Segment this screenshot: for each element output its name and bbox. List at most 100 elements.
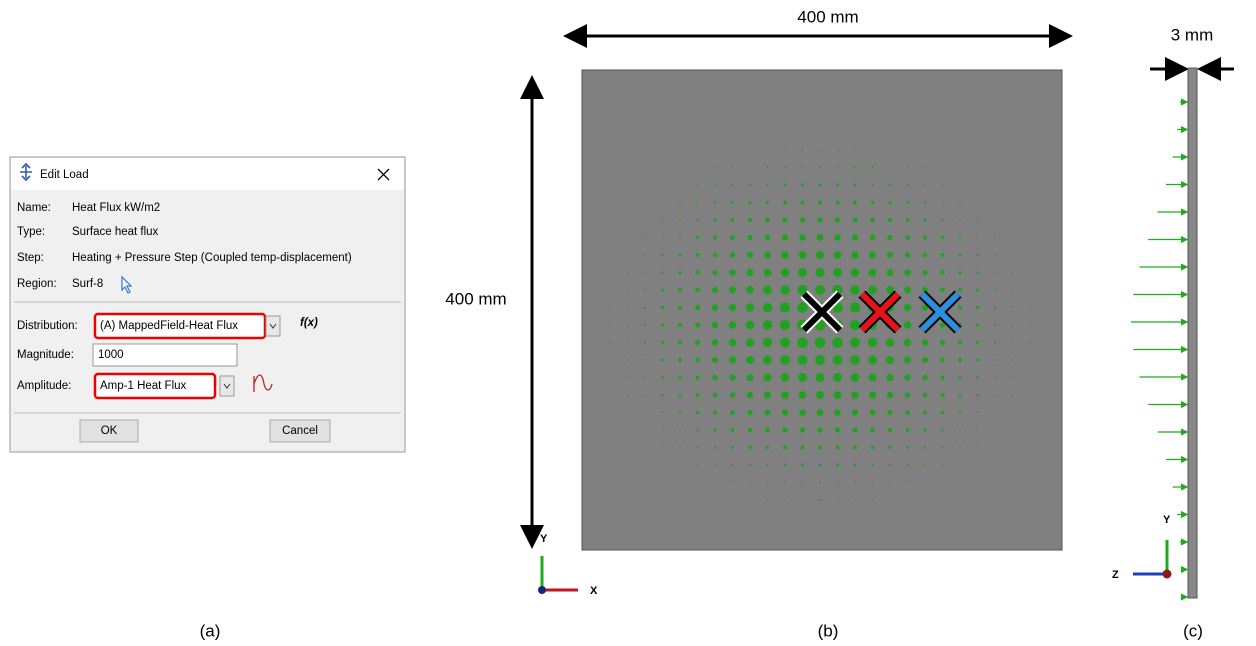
heat-flux-point	[889, 184, 891, 186]
distribution-value: (A) MappedField-Heat Flux	[100, 320, 238, 332]
heat-flux-point	[712, 339, 718, 345]
heat-flux-point	[697, 447, 699, 449]
heat-flux-point	[801, 166, 803, 168]
heat-flux-point	[731, 201, 734, 204]
heat-flux-point	[853, 446, 857, 450]
dropdown-arrow[interactable]	[266, 316, 280, 336]
heat-flux-point	[819, 166, 821, 168]
heat-flux-point	[906, 464, 908, 466]
heat-flux-point	[797, 302, 808, 313]
heat-flux-point	[868, 373, 876, 381]
heat-flux-point	[746, 356, 754, 364]
heat-flux-point	[941, 429, 944, 432]
heat-flux-point	[942, 464, 943, 465]
heat-flux-point	[802, 499, 803, 500]
field-label: Magnitude:	[17, 349, 74, 361]
heat-flux-point	[836, 183, 839, 186]
heat-flux-point	[748, 428, 752, 432]
heat-flux-point	[1012, 394, 1013, 395]
heat-flux-point	[834, 251, 842, 259]
heat-flux-point	[780, 337, 790, 347]
heat-flux-point	[977, 202, 978, 203]
field-label: Step:	[17, 252, 44, 264]
heat-flux-point	[679, 236, 682, 239]
dropdown-arrow[interactable]	[220, 376, 234, 396]
heat-flux-point	[801, 463, 804, 466]
heat-flux-point	[714, 201, 716, 203]
heat-flux-point	[851, 251, 859, 259]
heat-flux-point	[959, 411, 962, 414]
heat-flux-point	[763, 268, 771, 276]
heat-flux-point	[904, 304, 911, 311]
heat-flux-point	[713, 218, 716, 221]
heat-flux-point	[729, 339, 736, 346]
heat-flux-point	[712, 357, 718, 363]
heat-flux-point	[887, 235, 892, 240]
heat-flux-point	[695, 358, 700, 363]
heat-flux-point	[627, 324, 629, 326]
heat-flux-point	[815, 268, 824, 277]
fx-button[interactable]: f(x)	[300, 317, 318, 329]
heat-flux-point	[696, 236, 699, 239]
heat-flux-point	[924, 184, 926, 186]
heat-flux-point	[747, 252, 753, 258]
heat-flux-point	[1012, 377, 1014, 379]
heat-flux-point	[850, 302, 860, 312]
edit-load-dialog: Edit Load Name: Heat Flux kW/m2 Type: Su…	[10, 157, 405, 452]
heat-flux-point	[868, 338, 877, 347]
heat-flux-point	[799, 409, 806, 416]
heat-flux-point	[869, 392, 876, 399]
heat-flux-point	[851, 373, 860, 382]
heat-flux-point	[644, 341, 646, 343]
heat-flux-point	[851, 268, 860, 277]
heat-flux-point	[819, 149, 820, 150]
axis-label: Z	[1112, 569, 1119, 581]
heat-flux-point	[924, 167, 925, 168]
heat-flux-point	[782, 409, 788, 415]
heat-flux-point	[781, 391, 789, 399]
heat-flux-point	[872, 167, 874, 169]
heat-flux-point	[627, 377, 629, 379]
field-value: Heat Flux kW/m2	[72, 202, 160, 214]
heat-flux-point	[837, 149, 838, 150]
heat-flux-point	[781, 373, 790, 382]
heat-flux-point	[767, 499, 768, 500]
heat-flux-point	[661, 306, 664, 309]
heat-flux-point	[783, 446, 787, 450]
heat-flux-point	[784, 464, 787, 467]
heat-flux-point	[800, 445, 804, 449]
heat-flux-point	[763, 338, 772, 347]
heat-flux-point	[749, 464, 751, 466]
heat-flux-point	[941, 253, 945, 257]
heat-flux-point	[748, 218, 752, 222]
heat-flux-point	[662, 219, 664, 221]
heat-flux-point	[904, 374, 910, 380]
heat-flux-point	[1029, 324, 1030, 325]
heat-flux-point	[713, 236, 717, 240]
heat-flux-point	[748, 446, 751, 449]
dialog-title: Edit Load	[40, 169, 89, 181]
heat-flux-point	[731, 218, 735, 222]
heat-flux-point	[854, 481, 856, 483]
heat-flux-point	[1012, 307, 1014, 309]
heat-flux-point	[729, 287, 736, 294]
heat-flux-point	[627, 254, 628, 255]
heat-flux-point	[644, 237, 645, 238]
heat-flux-point	[923, 218, 926, 221]
heat-flux-point	[868, 356, 877, 365]
heat-flux-point	[730, 392, 735, 397]
caption: (b)	[818, 621, 839, 640]
heat-flux-point	[994, 254, 996, 256]
heat-flux-point	[644, 412, 645, 413]
heat-flux-point	[679, 411, 682, 414]
heat-flux-point	[644, 376, 646, 378]
heat-flux-point	[959, 219, 961, 221]
heat-flux-point	[1029, 307, 1030, 308]
caption: (c)	[1183, 621, 1203, 640]
heat-flux-point	[696, 219, 699, 222]
magnitude-value: 1000	[98, 349, 124, 361]
heat-flux-point	[976, 341, 979, 344]
heat-flux-point	[730, 252, 735, 257]
heat-flux-point	[816, 391, 824, 399]
heat-flux-point	[923, 253, 928, 258]
